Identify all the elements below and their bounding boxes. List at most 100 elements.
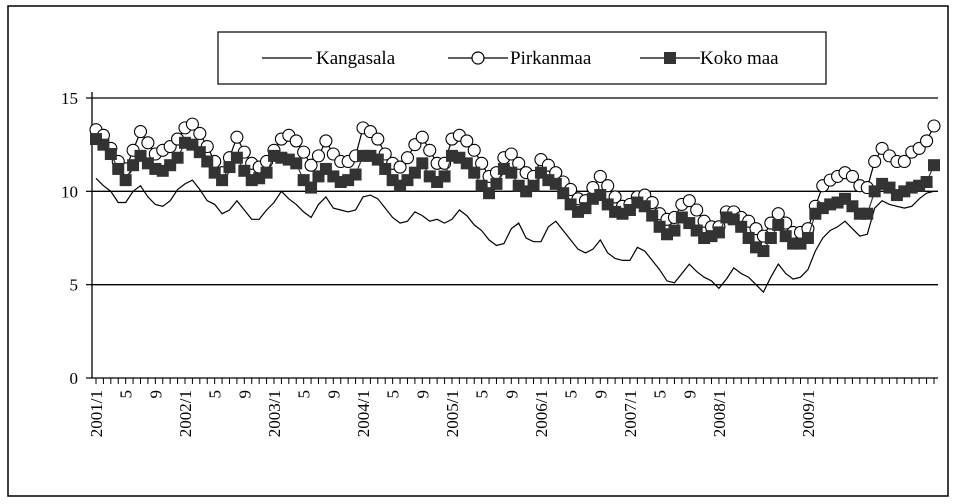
point-pirkanmaa	[289, 134, 303, 148]
point-koko-maa	[712, 226, 725, 239]
y-tick-label-10: 10	[61, 182, 78, 201]
x-tick-label: 2007/1	[621, 390, 640, 437]
x-tick-label: 2004/1	[354, 390, 373, 437]
x-tick-label: 5	[651, 390, 670, 399]
point-koko-maa	[230, 151, 243, 164]
point-pirkanmaa	[311, 149, 326, 163]
x-tick-label: 9	[146, 390, 165, 399]
x-tick-label: 9	[324, 390, 343, 399]
point-koko-maa	[527, 179, 540, 192]
point-koko-maa	[920, 176, 933, 188]
point-koko-maa	[104, 148, 117, 160]
y-tick-label-0: 0	[70, 369, 79, 388]
point-pirkanmaa	[467, 143, 481, 157]
point-koko-maa	[505, 166, 518, 179]
point-koko-maa	[112, 162, 125, 175]
series-koko-maa	[90, 133, 940, 258]
point-koko-maa	[408, 166, 421, 179]
x-tick-label: 2001/1	[87, 390, 106, 437]
legend-label-pirkanmaa: Pirkanmaa	[510, 48, 592, 69]
legend-marker-koko-maa	[664, 52, 676, 64]
point-koko-maa	[201, 155, 214, 168]
point-koko-maa	[594, 189, 607, 202]
x-tick-label: 5	[562, 390, 581, 399]
point-koko-maa	[371, 153, 384, 166]
point-koko-maa	[772, 218, 785, 231]
point-koko-maa	[245, 174, 258, 187]
point-koko-maa	[483, 187, 496, 200]
x-tick-label: 5	[117, 390, 136, 399]
x-tick-label: 9	[235, 390, 254, 399]
series-layer	[89, 117, 941, 294]
point-koko-maa	[928, 159, 940, 172]
x-tick-label: 5	[384, 390, 403, 399]
point-koko-maa	[668, 224, 681, 237]
point-pirkanmaa	[601, 179, 615, 193]
point-pirkanmaa	[393, 160, 407, 174]
point-pirkanmaa	[230, 130, 244, 144]
x-tick-label: 2005/1	[443, 390, 462, 437]
x-tick-label: 2009/1	[799, 390, 818, 437]
point-koko-maa	[460, 157, 473, 170]
x-tick-label: 9	[413, 390, 432, 399]
legend-label-koko-maa: Koko maa	[700, 48, 779, 69]
point-pirkanmaa	[185, 117, 199, 131]
x-axis: 2001/1 5 9 2002/1 5 9 2003/1 5 9 2004/1 5 9 2005/1 5 9…	[87, 377, 938, 437]
x-tick-label: 2003/1	[265, 390, 284, 437]
point-koko-maa	[416, 157, 429, 170]
y-tick-label-15: 15	[61, 89, 78, 108]
point-koko-maa	[579, 202, 592, 215]
point-koko-maa	[127, 159, 140, 172]
point-koko-maa	[764, 232, 777, 244]
point-pirkanmaa	[690, 203, 704, 217]
x-tick-label: 2006/1	[532, 390, 551, 437]
x-tick-label: 2008/1	[710, 390, 729, 437]
y-tick-label-5: 5	[70, 276, 79, 295]
series-kangasala	[95, 177, 935, 294]
point-koko-maa	[801, 232, 814, 244]
point-pirkanmaa	[297, 145, 311, 159]
point-koko-maa	[490, 177, 503, 190]
point-koko-maa	[861, 207, 874, 220]
legend-box	[217, 31, 827, 85]
legend-label-kangasala: Kangasala	[316, 48, 396, 69]
x-tick-label: 9	[591, 390, 610, 399]
point-pirkanmaa	[304, 158, 318, 172]
point-koko-maa	[193, 146, 206, 159]
point-pirkanmaa	[868, 154, 882, 169]
legend: Kangasala Pirkanmaa Koko maa	[217, 31, 827, 85]
point-koko-maa	[742, 232, 755, 244]
point-koko-maa	[238, 164, 251, 177]
x-tick-label: 5	[473, 390, 492, 399]
x-tick-label: 9	[680, 390, 699, 399]
point-pirkanmaa	[133, 125, 148, 139]
x-tick-label: 9	[502, 390, 521, 399]
point-pirkanmaa	[371, 132, 385, 146]
point-koko-maa	[290, 157, 303, 170]
point-pirkanmaa	[460, 134, 474, 148]
point-pirkanmaa	[193, 126, 207, 141]
point-pirkanmaa	[920, 134, 934, 148]
point-pirkanmaa	[682, 194, 696, 208]
point-koko-maa	[223, 161, 236, 174]
point-koko-maa	[216, 174, 229, 187]
point-pirkanmaa	[415, 130, 429, 144]
point-koko-maa	[379, 162, 392, 175]
point-koko-maa	[97, 138, 110, 151]
x-tick-label: 5	[206, 390, 225, 399]
point-pirkanmaa	[475, 156, 489, 170]
x-tick-label: 5	[295, 390, 314, 399]
point-pirkanmaa	[512, 156, 526, 170]
point-pirkanmaa	[927, 119, 941, 133]
point-pirkanmaa	[423, 143, 437, 157]
point-pirkanmaa	[319, 134, 333, 148]
legend-marker-pirkanmaa	[471, 51, 485, 65]
point-pirkanmaa	[593, 169, 607, 183]
point-koko-maa	[557, 187, 570, 200]
point-koko-maa	[305, 181, 318, 194]
point-koko-maa	[438, 170, 451, 183]
point-koko-maa	[349, 168, 362, 181]
point-koko-maa	[735, 220, 748, 233]
point-pirkanmaa	[400, 151, 415, 165]
